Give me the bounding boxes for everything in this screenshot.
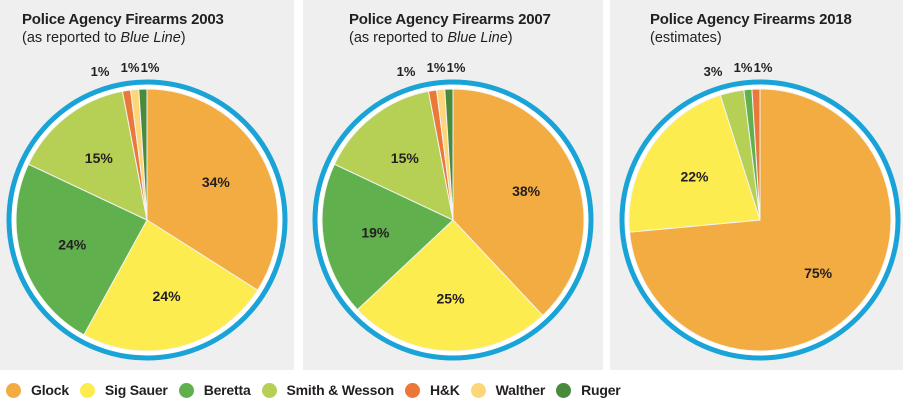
data-label-smith-wesson: 15%: [391, 150, 420, 166]
legend-item-ruger: Ruger: [556, 382, 621, 398]
data-label-sig-sauer: 24%: [153, 288, 182, 304]
chart-panel-2003: Police Agency Firearms 2003 (as reported…: [0, 0, 294, 370]
pie-slice-smith-wesson: [333, 90, 454, 221]
legend-item-walther: Walther: [470, 382, 546, 398]
legend-label: Glock: [31, 382, 69, 398]
chart-subtitle: (as reported to Blue Line): [22, 30, 186, 46]
data-label-h-k: 1%: [754, 60, 773, 75]
data-label-walther: 1%: [427, 60, 446, 75]
data-label-beretta: 19%: [361, 224, 390, 240]
pie-slice-h-k: [751, 88, 761, 221]
subtitle-end: ): [180, 30, 186, 46]
pie-slice-ruger: [138, 88, 148, 221]
data-label-sig-sauer: 25%: [437, 291, 466, 307]
legend-swatch: [404, 382, 420, 398]
chart-title: Police Agency Firearms 2007: [349, 11, 551, 28]
pie-slice-sig-sauer: [83, 219, 259, 352]
legend-label: Beretta: [203, 382, 251, 398]
legend-swatch: [261, 382, 277, 398]
data-label-h-k: 1%: [397, 64, 416, 79]
legend-item-glock: Glock: [6, 382, 69, 398]
legend-swatch: [79, 382, 95, 398]
pie-slice-sig-sauer: [628, 94, 761, 233]
data-label-glock: 38%: [512, 183, 541, 199]
chart-panel-2018: Police Agency Firearms 2018 (estimates) …: [610, 0, 903, 370]
subtitle-italic: Blue Line: [447, 30, 508, 46]
data-label-ruger: 1%: [447, 60, 466, 75]
legend-label: Sig Sauer: [104, 382, 168, 398]
legend-item-sig-sauer: Sig Sauer: [79, 382, 168, 398]
data-label-glock: 75%: [804, 265, 833, 281]
legend-label: Walther: [495, 382, 546, 398]
subtitle-end: ): [507, 30, 513, 46]
pie-slice-smith-wesson: [27, 90, 148, 221]
legend-label: Ruger: [581, 382, 621, 398]
legend-swatch: [470, 382, 486, 398]
legend-item-beretta: Beretta: [178, 382, 251, 398]
legend: Glock Sig Sauer Beretta Smith & Wesson H…: [6, 379, 632, 401]
data-label-beretta: 24%: [58, 236, 87, 252]
data-label-smith-wesson: 3%: [704, 64, 723, 79]
pie-slice-beretta: [15, 163, 148, 336]
legend-label: H&K: [429, 382, 460, 398]
data-label-h-k: 1%: [91, 64, 110, 79]
subtitle-text: (as reported to: [349, 30, 448, 46]
data-label-smith-wesson: 15%: [85, 150, 114, 166]
subtitle-text: (as reported to: [22, 30, 121, 46]
pie-chart-2018: 75% 22% 3% 1% 1%: [619, 60, 901, 361]
pie-slice-ruger: [444, 88, 454, 221]
legend-item-smith-wesson: Smith & Wesson: [261, 382, 395, 398]
pie-slice-glock: [452, 88, 585, 317]
subtitle-italic: Blue Line: [120, 30, 181, 46]
data-label-ruger: 1%: [141, 60, 160, 75]
pie-chart-2007: 38%25%19%15%1% 1% 1%: [312, 60, 594, 361]
data-label-glock: 34%: [202, 174, 231, 190]
legend-label: Smith & Wesson: [286, 382, 395, 398]
legend-item-hk: H&K: [404, 382, 460, 398]
data-label-beretta: 1%: [734, 60, 753, 75]
chart-subtitle: (as reported to Blue Line): [349, 30, 513, 46]
chart-subtitle: (estimates): [650, 30, 722, 46]
pie-slice-glock: [146, 88, 279, 291]
data-label-walther: 1%: [121, 60, 140, 75]
legend-swatch: [556, 382, 572, 398]
data-label-sig-sauer: 22%: [680, 169, 709, 185]
subtitle-text: (estimates): [650, 30, 722, 46]
legend-swatch: [6, 382, 21, 398]
chart-title: Police Agency Firearms 2003: [22, 11, 224, 28]
pie-chart-2003: 34%24%24%15%1% 1% 1%: [6, 60, 288, 361]
pie-slice-sig-sauer: [356, 219, 544, 352]
chart-panel-2007: Police Agency Firearms 2007 (as reported…: [303, 0, 603, 370]
legend-swatch: [178, 382, 194, 398]
pie-slice-beretta: [321, 163, 454, 311]
chart-title: Police Agency Firearms 2018: [650, 11, 852, 28]
